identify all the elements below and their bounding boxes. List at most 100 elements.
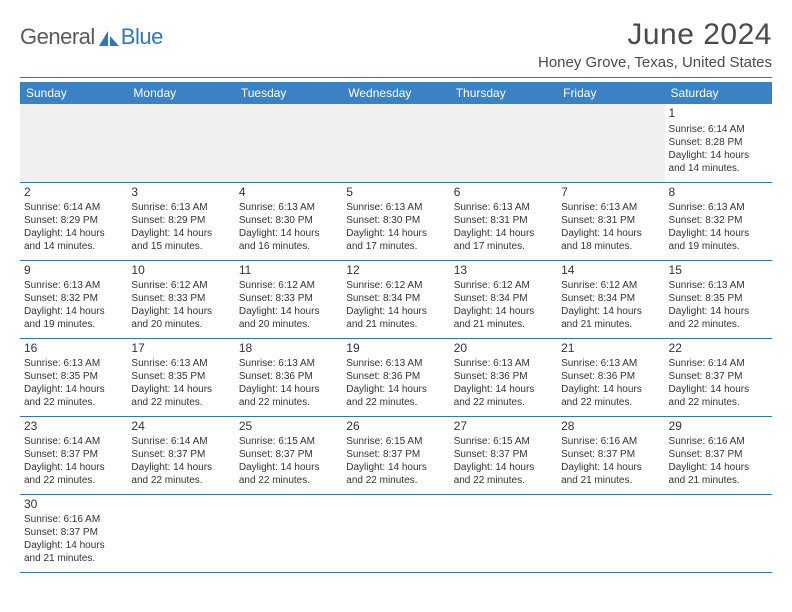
- sunset-line: Sunset: 8:35 PM: [669, 292, 768, 305]
- daylight-line: Daylight: 14 hours and 22 minutes.: [669, 305, 768, 331]
- calendar-row: 16Sunrise: 6:13 AMSunset: 8:35 PMDayligh…: [20, 338, 772, 416]
- day-number: 1: [669, 106, 768, 122]
- day-number: 3: [131, 185, 230, 201]
- sunrise-line: Sunrise: 6:13 AM: [131, 357, 230, 370]
- header: General Blue June 2024 Honey Grove, Texa…: [20, 18, 772, 71]
- day-cell: 17Sunrise: 6:13 AMSunset: 8:35 PMDayligh…: [127, 338, 234, 416]
- sunrise-line: Sunrise: 6:13 AM: [561, 357, 660, 370]
- sunset-line: Sunset: 8:37 PM: [561, 448, 660, 461]
- empty-cell: [557, 494, 664, 572]
- day-cell: 15Sunrise: 6:13 AMSunset: 8:35 PMDayligh…: [665, 260, 772, 338]
- daylight-line: Daylight: 14 hours and 22 minutes.: [669, 383, 768, 409]
- day-number: 6: [454, 185, 553, 201]
- calendar-row: 1Sunrise: 6:14 AMSunset: 8:28 PMDaylight…: [20, 104, 772, 182]
- daylight-line: Daylight: 14 hours and 19 minutes.: [24, 305, 123, 331]
- daylight-line: Daylight: 14 hours and 18 minutes.: [561, 227, 660, 253]
- day-number: 29: [669, 419, 768, 435]
- daylight-line: Daylight: 14 hours and 17 minutes.: [454, 227, 553, 253]
- daylight-line: Daylight: 14 hours and 21 minutes.: [669, 461, 768, 487]
- daylight-line: Daylight: 14 hours and 17 minutes.: [346, 227, 445, 253]
- weekday-header: Saturday: [665, 82, 772, 104]
- day-cell: 4Sunrise: 6:13 AMSunset: 8:30 PMDaylight…: [235, 182, 342, 260]
- sunrise-line: Sunrise: 6:12 AM: [239, 279, 338, 292]
- sunset-line: Sunset: 8:36 PM: [561, 370, 660, 383]
- day-cell: 18Sunrise: 6:13 AMSunset: 8:36 PMDayligh…: [235, 338, 342, 416]
- weekday-header-row: SundayMondayTuesdayWednesdayThursdayFrid…: [20, 82, 772, 104]
- sunset-line: Sunset: 8:30 PM: [239, 214, 338, 227]
- sunset-line: Sunset: 8:32 PM: [24, 292, 123, 305]
- day-cell: 21Sunrise: 6:13 AMSunset: 8:36 PMDayligh…: [557, 338, 664, 416]
- month-title: June 2024: [538, 18, 772, 52]
- day-cell: 24Sunrise: 6:14 AMSunset: 8:37 PMDayligh…: [127, 416, 234, 494]
- day-number: 19: [346, 341, 445, 357]
- day-cell: 25Sunrise: 6:15 AMSunset: 8:37 PMDayligh…: [235, 416, 342, 494]
- empty-cell: [342, 494, 449, 572]
- day-cell: 27Sunrise: 6:15 AMSunset: 8:37 PMDayligh…: [450, 416, 557, 494]
- sunset-line: Sunset: 8:35 PM: [131, 370, 230, 383]
- sunrise-line: Sunrise: 6:14 AM: [669, 123, 768, 136]
- sunset-line: Sunset: 8:37 PM: [24, 526, 123, 539]
- sunset-line: Sunset: 8:30 PM: [346, 214, 445, 227]
- logo-sail-icon: [99, 29, 119, 47]
- daylight-line: Daylight: 14 hours and 20 minutes.: [131, 305, 230, 331]
- empty-cell: [235, 494, 342, 572]
- weekday-header: Friday: [557, 82, 664, 104]
- sunset-line: Sunset: 8:37 PM: [454, 448, 553, 461]
- sunset-line: Sunset: 8:32 PM: [669, 214, 768, 227]
- day-cell: 29Sunrise: 6:16 AMSunset: 8:37 PMDayligh…: [665, 416, 772, 494]
- sunrise-line: Sunrise: 6:13 AM: [669, 279, 768, 292]
- daylight-line: Daylight: 14 hours and 21 minutes.: [346, 305, 445, 331]
- sunrise-line: Sunrise: 6:13 AM: [669, 201, 768, 214]
- daylight-line: Daylight: 14 hours and 22 minutes.: [454, 461, 553, 487]
- day-number: 5: [346, 185, 445, 201]
- day-number: 7: [561, 185, 660, 201]
- weekday-header: Thursday: [450, 82, 557, 104]
- daylight-line: Daylight: 14 hours and 21 minutes.: [454, 305, 553, 331]
- day-number: 26: [346, 419, 445, 435]
- day-number: 15: [669, 263, 768, 279]
- header-rule: [20, 77, 772, 78]
- sunset-line: Sunset: 8:31 PM: [561, 214, 660, 227]
- daylight-line: Daylight: 14 hours and 22 minutes.: [131, 461, 230, 487]
- sunset-line: Sunset: 8:36 PM: [454, 370, 553, 383]
- weekday-header: Sunday: [20, 82, 127, 104]
- day-cell: 14Sunrise: 6:12 AMSunset: 8:34 PMDayligh…: [557, 260, 664, 338]
- day-cell: 1Sunrise: 6:14 AMSunset: 8:28 PMDaylight…: [665, 104, 772, 182]
- daylight-line: Daylight: 14 hours and 16 minutes.: [239, 227, 338, 253]
- logo-text-dark: General: [20, 24, 95, 50]
- day-number: 11: [239, 263, 338, 279]
- daylight-line: Daylight: 14 hours and 22 minutes.: [561, 383, 660, 409]
- sunrise-line: Sunrise: 6:13 AM: [131, 201, 230, 214]
- day-number: 20: [454, 341, 553, 357]
- day-cell: 5Sunrise: 6:13 AMSunset: 8:30 PMDaylight…: [342, 182, 449, 260]
- day-number: 28: [561, 419, 660, 435]
- day-number: 21: [561, 341, 660, 357]
- day-number: 27: [454, 419, 553, 435]
- day-cell: 6Sunrise: 6:13 AMSunset: 8:31 PMDaylight…: [450, 182, 557, 260]
- sunrise-line: Sunrise: 6:12 AM: [454, 279, 553, 292]
- empty-cell: [557, 104, 664, 182]
- sunrise-line: Sunrise: 6:14 AM: [131, 435, 230, 448]
- sunset-line: Sunset: 8:37 PM: [24, 448, 123, 461]
- daylight-line: Daylight: 14 hours and 22 minutes.: [454, 383, 553, 409]
- daylight-line: Daylight: 14 hours and 21 minutes.: [561, 461, 660, 487]
- sunset-line: Sunset: 8:37 PM: [239, 448, 338, 461]
- day-cell: 30Sunrise: 6:16 AMSunset: 8:37 PMDayligh…: [20, 494, 127, 572]
- day-number: 4: [239, 185, 338, 201]
- day-cell: 13Sunrise: 6:12 AMSunset: 8:34 PMDayligh…: [450, 260, 557, 338]
- daylight-line: Daylight: 14 hours and 22 minutes.: [239, 461, 338, 487]
- sunrise-line: Sunrise: 6:15 AM: [239, 435, 338, 448]
- day-number: 12: [346, 263, 445, 279]
- day-number: 18: [239, 341, 338, 357]
- calendar-row: 30Sunrise: 6:16 AMSunset: 8:37 PMDayligh…: [20, 494, 772, 572]
- sunrise-line: Sunrise: 6:12 AM: [346, 279, 445, 292]
- daylight-line: Daylight: 14 hours and 22 minutes.: [24, 383, 123, 409]
- sunset-line: Sunset: 8:37 PM: [669, 370, 768, 383]
- day-number: 25: [239, 419, 338, 435]
- day-number: 13: [454, 263, 553, 279]
- calendar-row: 2Sunrise: 6:14 AMSunset: 8:29 PMDaylight…: [20, 182, 772, 260]
- day-cell: 7Sunrise: 6:13 AMSunset: 8:31 PMDaylight…: [557, 182, 664, 260]
- day-cell: 20Sunrise: 6:13 AMSunset: 8:36 PMDayligh…: [450, 338, 557, 416]
- weekday-header: Tuesday: [235, 82, 342, 104]
- day-number: 10: [131, 263, 230, 279]
